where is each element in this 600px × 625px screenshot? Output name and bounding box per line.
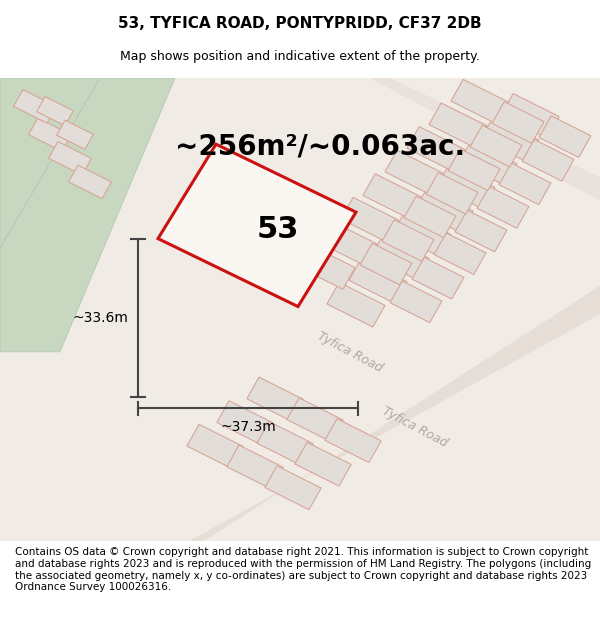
Polygon shape xyxy=(412,258,464,299)
Polygon shape xyxy=(257,421,313,466)
Polygon shape xyxy=(56,120,94,149)
Polygon shape xyxy=(371,235,429,280)
Polygon shape xyxy=(190,286,600,541)
Text: ~37.3m: ~37.3m xyxy=(220,420,276,434)
Polygon shape xyxy=(327,282,385,327)
Polygon shape xyxy=(390,281,442,322)
Text: Tyfica Road: Tyfica Road xyxy=(315,329,385,374)
Text: Contains OS data © Crown copyright and database right 2021. This information is : Contains OS data © Crown copyright and d… xyxy=(15,548,591,592)
Polygon shape xyxy=(217,401,273,444)
Text: 53, TYFICA ROAD, PONTYPRIDD, CF37 2DB: 53, TYFICA ROAD, PONTYPRIDD, CF37 2DB xyxy=(118,16,482,31)
Polygon shape xyxy=(68,165,112,199)
Polygon shape xyxy=(434,233,486,274)
Polygon shape xyxy=(363,174,421,219)
Text: ~33.6m: ~33.6m xyxy=(72,311,128,325)
Polygon shape xyxy=(187,424,243,468)
Polygon shape xyxy=(481,117,539,162)
Polygon shape xyxy=(499,163,551,204)
Polygon shape xyxy=(470,125,522,167)
Polygon shape xyxy=(539,116,591,158)
Polygon shape xyxy=(448,149,500,191)
Polygon shape xyxy=(247,377,303,421)
Polygon shape xyxy=(429,103,487,148)
Polygon shape xyxy=(341,198,399,242)
Polygon shape xyxy=(415,188,473,232)
Polygon shape xyxy=(459,141,517,186)
Polygon shape xyxy=(325,419,381,462)
Polygon shape xyxy=(393,211,451,256)
Polygon shape xyxy=(227,445,283,489)
Polygon shape xyxy=(385,150,443,195)
Polygon shape xyxy=(158,144,356,306)
Polygon shape xyxy=(287,398,343,442)
Polygon shape xyxy=(437,164,495,209)
Polygon shape xyxy=(0,78,100,248)
Polygon shape xyxy=(477,187,529,228)
Polygon shape xyxy=(404,196,456,238)
Polygon shape xyxy=(297,244,355,289)
Text: 53: 53 xyxy=(257,214,299,244)
Polygon shape xyxy=(49,142,91,175)
Polygon shape xyxy=(370,78,600,201)
Polygon shape xyxy=(14,90,56,123)
Polygon shape xyxy=(0,78,175,352)
Polygon shape xyxy=(455,210,507,252)
Polygon shape xyxy=(29,118,71,151)
Text: Map shows position and indicative extent of the property.: Map shows position and indicative extent… xyxy=(120,50,480,62)
Polygon shape xyxy=(407,126,465,171)
Polygon shape xyxy=(451,79,509,124)
Polygon shape xyxy=(265,466,321,509)
Polygon shape xyxy=(382,219,434,261)
Text: ~256m²/~0.063ac.: ~256m²/~0.063ac. xyxy=(175,132,465,160)
Polygon shape xyxy=(360,243,412,285)
Polygon shape xyxy=(319,221,377,266)
Polygon shape xyxy=(501,94,559,138)
Polygon shape xyxy=(349,259,407,303)
Polygon shape xyxy=(37,97,73,126)
Text: Tyfica Road: Tyfica Road xyxy=(380,405,450,450)
Polygon shape xyxy=(492,102,544,143)
Polygon shape xyxy=(426,173,478,214)
Polygon shape xyxy=(522,139,574,181)
Polygon shape xyxy=(295,442,351,486)
